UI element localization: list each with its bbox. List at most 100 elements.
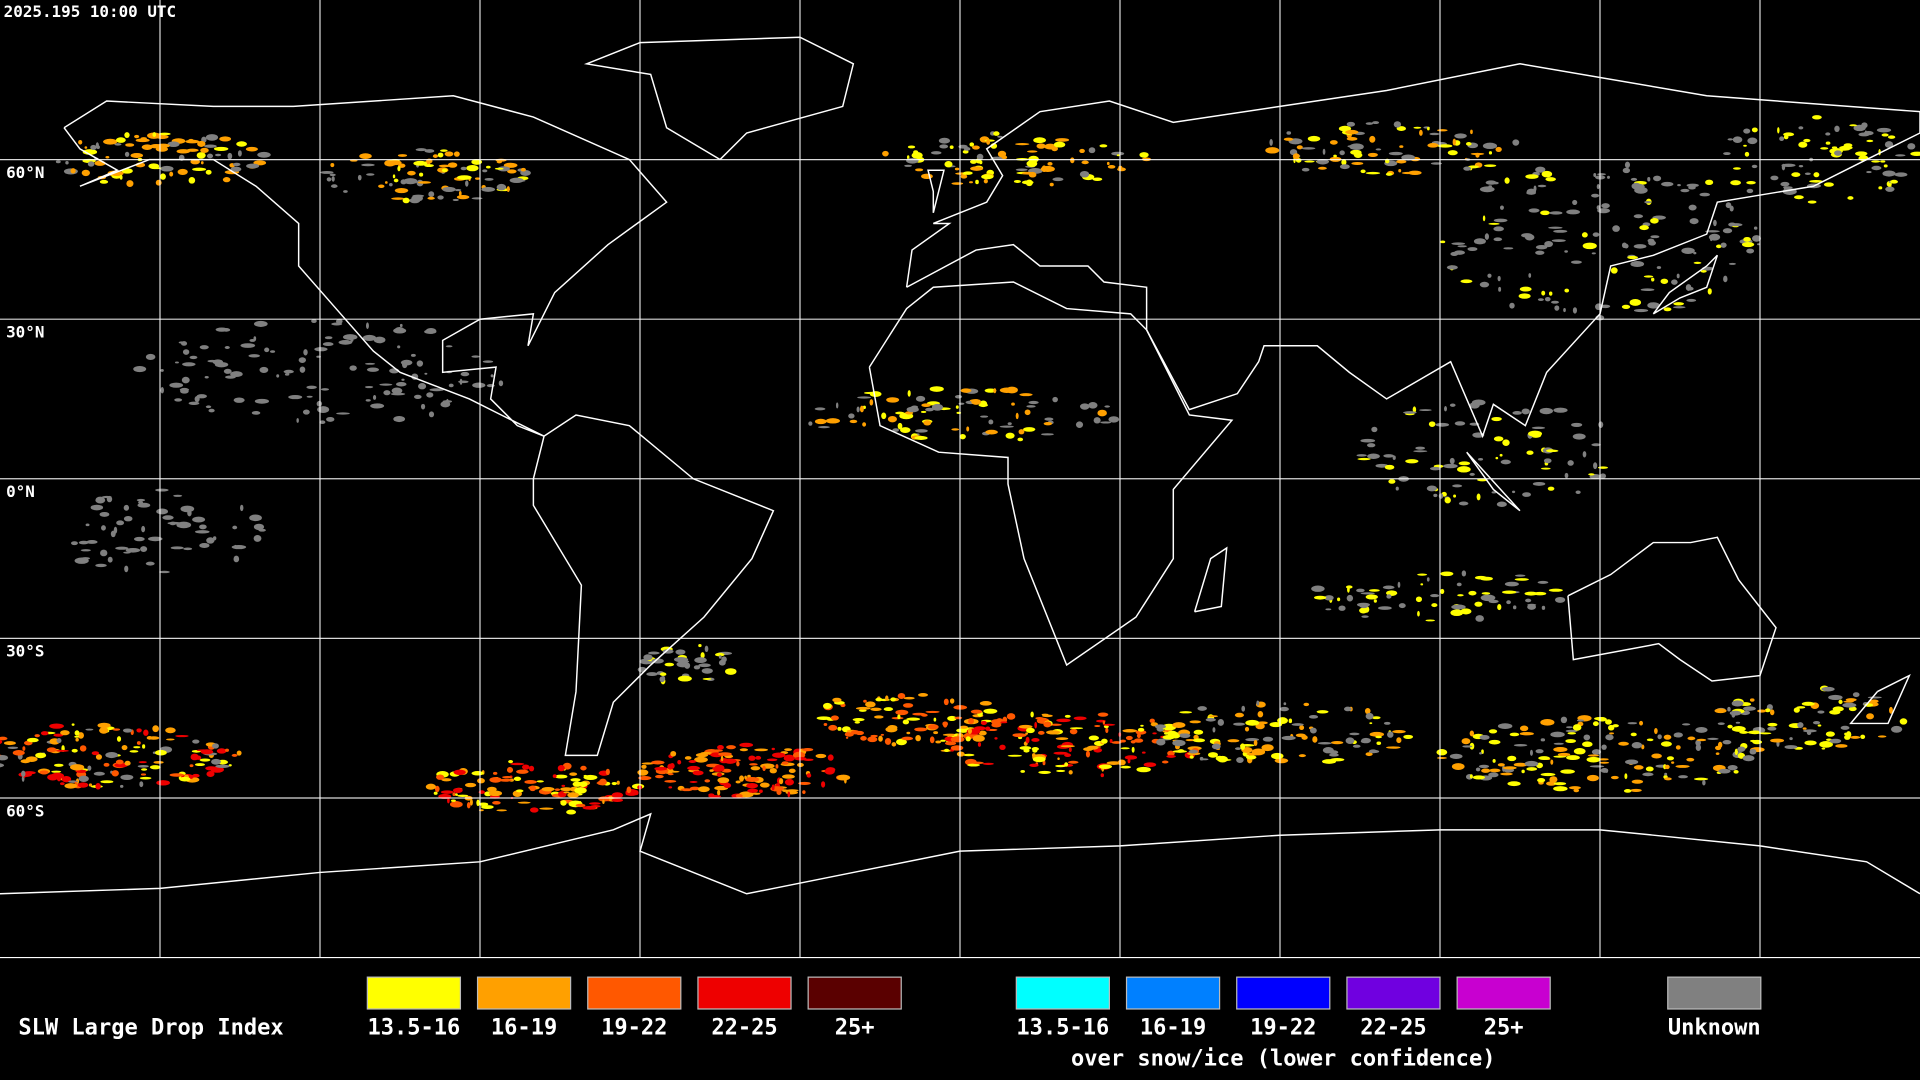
cloud-speck <box>180 505 195 513</box>
cloud-speck <box>747 788 759 793</box>
cloud-speck <box>1495 146 1502 152</box>
cloud-speck <box>605 768 610 776</box>
cloud-speck <box>436 774 445 780</box>
cloud-speck <box>232 162 241 167</box>
cloud-speck <box>1507 781 1521 787</box>
cloud-speck <box>806 773 812 778</box>
cloud-speck <box>921 403 931 408</box>
cloud-speck <box>492 800 501 805</box>
cloud-speck <box>1298 754 1306 758</box>
cloud-speck <box>1070 157 1075 164</box>
cloud-speck <box>999 425 1014 428</box>
cloud-speck <box>746 783 758 789</box>
cloud-speck <box>1605 719 1612 725</box>
cloud-speck <box>1107 164 1116 169</box>
cloud-speck <box>1575 490 1581 494</box>
cloud-speck <box>1452 138 1457 146</box>
cloud-speck <box>1330 757 1345 762</box>
cloud-speck <box>51 770 62 773</box>
cloud-speck <box>962 150 969 154</box>
cloud-speck <box>1056 769 1066 773</box>
cloud-speck <box>1746 180 1756 185</box>
cloud-speck <box>897 422 903 430</box>
cloud-speck <box>1627 722 1638 725</box>
cloud-speck <box>1346 121 1356 127</box>
cloud-speck <box>324 336 333 340</box>
cloud-speck <box>736 761 740 767</box>
cloud-speck <box>1345 585 1353 589</box>
cloud-speck <box>1208 715 1218 718</box>
cloud-speck <box>931 403 944 411</box>
cloud-field <box>0 115 1920 815</box>
cloud-speck <box>1557 752 1571 757</box>
cloud-speck <box>205 766 217 771</box>
cloud-speck <box>248 354 260 358</box>
cloud-speck <box>162 515 174 520</box>
cloud-speck <box>1026 727 1035 734</box>
cloud-speck <box>60 782 65 786</box>
cloud-speck <box>1388 479 1396 484</box>
cloud-speck <box>1454 421 1466 426</box>
cloud-speck <box>1041 433 1054 436</box>
cloud-speck <box>298 357 306 363</box>
cloud-speck <box>1050 723 1062 726</box>
cloud-speck <box>474 177 481 180</box>
cloud-speck <box>561 784 566 787</box>
cloud-speck <box>1274 758 1289 764</box>
cloud-speck <box>165 727 176 734</box>
cloud-speck <box>933 731 939 735</box>
cloud-speck <box>111 770 119 777</box>
cloud-speck <box>397 345 401 349</box>
cloud-speck <box>670 750 677 757</box>
cloud-speck <box>1415 446 1426 450</box>
cloud-speck <box>1235 747 1242 751</box>
latitude-label: 30°N <box>6 323 44 342</box>
cloud-speck <box>453 769 466 775</box>
cloud-speck <box>1509 302 1515 309</box>
cloud-speck <box>1205 717 1216 722</box>
cloud-speck <box>1720 242 1727 248</box>
cloud-speck <box>1597 208 1610 214</box>
cloud-speck <box>460 166 467 171</box>
cloud-speck <box>240 504 244 512</box>
cloud-speck <box>676 661 690 668</box>
cloud-speck <box>1360 169 1366 174</box>
cloud-speck <box>985 429 998 435</box>
cloud-speck <box>1673 302 1685 306</box>
cloud-speck <box>1299 725 1305 731</box>
cloud-speck <box>1017 437 1024 442</box>
cloud-speck <box>1596 184 1600 190</box>
cloud-speck <box>1714 708 1727 714</box>
cloud-speck <box>1316 159 1329 165</box>
cloud-speck <box>1415 596 1422 603</box>
cloud-speck <box>1845 731 1852 738</box>
cloud-speck <box>1535 749 1544 754</box>
cloud-speck <box>1000 721 1008 724</box>
cloud-speck <box>1848 706 1857 712</box>
cloud-speck <box>1139 152 1149 158</box>
cloud-speck <box>1156 739 1166 746</box>
cloud-speck <box>189 355 198 360</box>
cloud-speck <box>949 145 954 150</box>
cloud-speck <box>1855 151 1868 156</box>
cloud-speck <box>921 173 933 180</box>
cloud-speck <box>967 727 972 735</box>
cloud-speck <box>596 782 607 785</box>
cloud-speck <box>814 407 826 411</box>
cloud-speck <box>199 758 211 762</box>
cloud-speck <box>1376 741 1382 745</box>
cloud-speck <box>745 777 760 782</box>
cloud-speck <box>1823 182 1834 187</box>
cloud-speck <box>383 390 391 396</box>
cloud-speck <box>1154 724 1166 729</box>
cloud-speck <box>1567 460 1574 466</box>
cloud-speck <box>783 754 795 762</box>
cloud-speck <box>456 195 470 200</box>
cloud-speck <box>1834 125 1840 132</box>
cloud-speck <box>725 668 737 675</box>
legend-swatch <box>1667 976 1762 1010</box>
cloud-speck <box>552 774 557 778</box>
cloud-speck <box>1537 298 1544 301</box>
cloud-speck <box>689 780 698 783</box>
cloud-speck <box>1271 752 1284 760</box>
